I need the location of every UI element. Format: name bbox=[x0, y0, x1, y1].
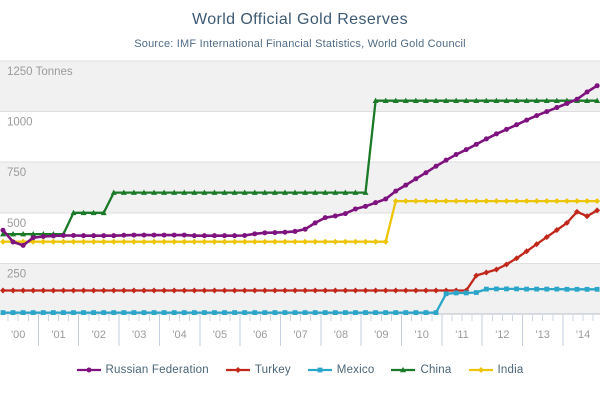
legend-label: Turkey bbox=[254, 364, 291, 376]
legend-label: Mexico bbox=[336, 364, 375, 376]
legend-item-india[interactable]: India bbox=[468, 364, 524, 376]
chart-subtitle: Source: IMF International Financial Stat… bbox=[134, 38, 466, 50]
series-russian-federation bbox=[0, 83, 600, 248]
series-turkey bbox=[0, 207, 600, 294]
legend-item-russian-federation[interactable]: Russian Federation bbox=[76, 364, 209, 376]
x-axis-label: '08 bbox=[334, 329, 348, 341]
x-axis-label: '13 bbox=[536, 329, 550, 341]
x-axis-label: '00 bbox=[11, 329, 25, 341]
x-axis-label: '03 bbox=[132, 329, 146, 341]
series-china bbox=[0, 97, 600, 237]
x-axis-label: '12 bbox=[495, 329, 509, 341]
diamond-marker-icon bbox=[225, 367, 250, 373]
x-axis-label: '14 bbox=[576, 329, 590, 341]
y-axis-label: 250 bbox=[7, 268, 26, 280]
x-axis-label: '07 bbox=[293, 329, 307, 341]
chart-title: World Official Gold Reserves bbox=[191, 11, 408, 28]
x-axis-label: '09 bbox=[374, 329, 388, 341]
legend-label: India bbox=[497, 364, 524, 376]
y-axis-label: 1250 Tonnes bbox=[7, 66, 73, 78]
legend-label: China bbox=[420, 364, 452, 376]
plot-band bbox=[0, 162, 600, 213]
legend: Russian Federation Turkey Mexico China India bbox=[0, 364, 600, 376]
diamond-marker-icon bbox=[468, 367, 493, 373]
x-axis-label: '05 bbox=[213, 329, 227, 341]
square-marker-icon bbox=[307, 367, 332, 373]
x-axis-label: '02 bbox=[92, 329, 106, 341]
legend-item-china[interactable]: China bbox=[391, 364, 451, 376]
legend-item-mexico[interactable]: Mexico bbox=[307, 364, 375, 376]
x-axis-label: '10 bbox=[415, 329, 429, 341]
x-axis-label: '06 bbox=[253, 329, 267, 341]
y-axis-label: 750 bbox=[7, 167, 26, 179]
x-axis-label: '11 bbox=[455, 329, 469, 341]
triangle-marker-icon bbox=[391, 366, 416, 373]
series-mexico bbox=[0, 286, 600, 315]
legend-label: Russian Federation bbox=[105, 364, 209, 376]
plot-area: 250 500 750 1000 1250 Tonnes '00 '01 '02 '03 '04 '… bbox=[0, 60, 600, 346]
y-axis-label: 500 bbox=[7, 218, 26, 230]
plot-band bbox=[0, 61, 600, 112]
legend-item-turkey[interactable]: Turkey bbox=[225, 364, 291, 376]
circle-marker-icon bbox=[76, 367, 101, 373]
series-india bbox=[0, 198, 600, 245]
x-axis-label: '01 bbox=[51, 329, 65, 341]
y-axis-label: 1000 bbox=[7, 117, 33, 129]
x-axis-label: '04 bbox=[172, 329, 186, 341]
